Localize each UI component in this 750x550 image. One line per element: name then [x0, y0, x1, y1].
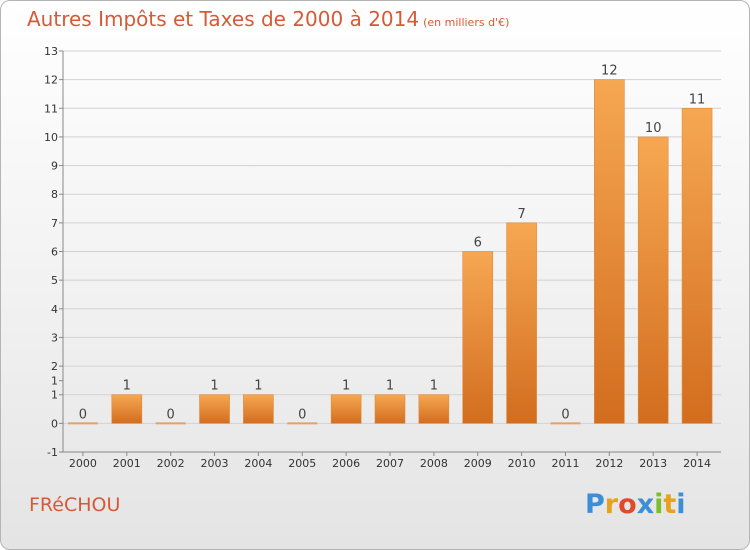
bar-2012 — [594, 79, 625, 424]
data-label: 6 — [474, 236, 482, 251]
y-tick-label: 5 — [51, 274, 58, 287]
y-tick-label: 1 — [51, 389, 58, 402]
data-label: 1 — [254, 379, 262, 394]
data-label: 1 — [386, 379, 394, 394]
proxiti-logo: Proxiti — [585, 489, 686, 520]
logo-letter: i — [654, 489, 664, 520]
y-tick-label: 1 — [51, 375, 58, 388]
y-tick-label: 6 — [51, 246, 58, 259]
bar-2009 — [462, 251, 494, 424]
y-tick-label: 11 — [44, 102, 58, 115]
bar-2010 — [506, 222, 537, 424]
logo-letter: i — [676, 489, 686, 520]
x-tick-label: 2012 — [595, 457, 623, 470]
logo-letter: o — [618, 489, 637, 520]
bar-2014 — [681, 107, 713, 424]
x-tick-label: 2003 — [201, 457, 229, 470]
bar-2001 — [111, 394, 143, 424]
y-tick-label: -1 — [47, 446, 58, 459]
bar-2002 — [155, 422, 186, 425]
data-label: 1 — [210, 379, 218, 394]
data-label: 0 — [167, 407, 175, 422]
y-tick-label: 3 — [51, 331, 58, 344]
y-tick-label: 9 — [51, 160, 58, 173]
x-tick-label: 2007 — [376, 457, 404, 470]
x-tick-label: 2011 — [551, 457, 579, 470]
x-tick-label: 2000 — [69, 457, 97, 470]
bar-2004 — [243, 394, 274, 424]
logo-letter: t — [663, 489, 677, 520]
y-tick-label: 10 — [44, 131, 58, 144]
x-tick-label: 2004 — [244, 457, 272, 470]
x-tick-label: 2014 — [683, 457, 711, 470]
y-tick-label: 4 — [51, 303, 58, 316]
x-tick-label: 2001 — [113, 457, 141, 470]
bar-2011 — [550, 422, 581, 425]
y-tick-label: 2 — [51, 360, 58, 373]
y-tick-label: 7 — [51, 217, 58, 230]
bar-2000 — [67, 422, 98, 425]
data-label: 1 — [342, 379, 350, 394]
logo-letter: r — [604, 489, 619, 520]
x-tick-label: 2002 — [157, 457, 185, 470]
x-tick-label: 2010 — [508, 457, 536, 470]
data-label: 1 — [430, 379, 438, 394]
data-label: 0 — [298, 407, 306, 422]
data-label: 0 — [561, 407, 569, 422]
chart-title-unit: (en milliers d'€) — [423, 16, 510, 29]
bar-2005 — [287, 422, 318, 425]
x-tick-label: 2009 — [464, 457, 492, 470]
commune-name: FRéCHOU — [29, 494, 121, 516]
y-tick-label: 8 — [51, 188, 58, 201]
bar-2003 — [199, 394, 230, 424]
logo-letter: x — [636, 489, 655, 520]
data-label: 1 — [123, 379, 131, 394]
x-tick-label: 2013 — [639, 457, 667, 470]
x-tick-label: 2005 — [288, 457, 316, 470]
chart-title-text: Autres Impôts et Taxes de 2000 à 2014 — [27, 7, 420, 31]
logo-letter: P — [585, 489, 605, 520]
y-tick-label: 13 — [44, 45, 58, 58]
data-label: 12 — [601, 64, 618, 79]
bar-2013 — [637, 136, 669, 424]
data-label: 11 — [689, 92, 706, 107]
bar-2007 — [374, 394, 406, 424]
x-tick-label: 2006 — [332, 457, 360, 470]
data-label: 10 — [645, 121, 662, 136]
bar-2006 — [330, 394, 362, 424]
y-tick-label: 0 — [51, 417, 58, 430]
y-tick-label: 12 — [44, 74, 58, 87]
data-label: 7 — [517, 207, 525, 222]
data-label: 0 — [79, 407, 87, 422]
chart-title: Autres Impôts et Taxes de 2000 à 2014 (en… — [27, 7, 509, 31]
x-tick-label: 2008 — [420, 457, 448, 470]
bar-2008 — [418, 394, 450, 424]
